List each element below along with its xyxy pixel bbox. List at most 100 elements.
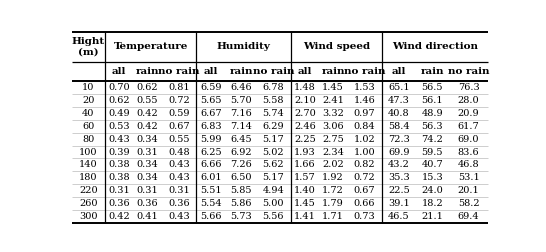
Text: 35.3: 35.3 (388, 173, 410, 182)
Text: 47.3: 47.3 (388, 96, 410, 105)
Text: 58.4: 58.4 (388, 122, 410, 131)
Text: 0.59: 0.59 (168, 109, 189, 118)
Text: 69.9: 69.9 (388, 147, 410, 156)
Text: 56.3: 56.3 (422, 122, 443, 131)
Text: no rain: no rain (344, 67, 385, 76)
Text: 0.31: 0.31 (136, 186, 158, 195)
Text: 0.82: 0.82 (354, 160, 376, 169)
Text: 59.5: 59.5 (422, 147, 443, 156)
Text: 0.72: 0.72 (168, 96, 189, 105)
Text: 1.79: 1.79 (322, 199, 344, 208)
Text: 61.7: 61.7 (458, 122, 479, 131)
Text: 1.66: 1.66 (294, 160, 316, 169)
Text: 0.43: 0.43 (108, 135, 130, 144)
Text: 22.5: 22.5 (388, 186, 410, 195)
Text: 5.51: 5.51 (200, 186, 222, 195)
Text: 40.7: 40.7 (422, 160, 443, 169)
Text: 6.66: 6.66 (200, 160, 222, 169)
Text: 72.3: 72.3 (388, 135, 410, 144)
Text: 2.70: 2.70 (294, 109, 316, 118)
Text: 3.32: 3.32 (322, 109, 344, 118)
Text: 0.70: 0.70 (108, 83, 130, 92)
Text: 0.36: 0.36 (168, 199, 189, 208)
Text: 2.25: 2.25 (294, 135, 316, 144)
Text: 180: 180 (79, 173, 98, 182)
Text: all: all (298, 67, 312, 76)
Text: no rain: no rain (448, 67, 489, 76)
Text: 1.00: 1.00 (354, 147, 376, 156)
Text: Wind direction: Wind direction (392, 42, 478, 51)
Text: rain: rain (135, 67, 159, 76)
Text: 5.74: 5.74 (263, 109, 284, 118)
Text: all: all (112, 67, 126, 76)
Text: 21.1: 21.1 (422, 212, 443, 221)
Text: 1.53: 1.53 (354, 83, 376, 92)
Text: 6.45: 6.45 (230, 135, 252, 144)
Text: rain: rain (229, 67, 253, 76)
Text: Wind speed: Wind speed (303, 42, 370, 51)
Text: 0.81: 0.81 (168, 83, 189, 92)
Text: 7.26: 7.26 (230, 160, 252, 169)
Text: 46.5: 46.5 (388, 212, 410, 221)
Text: 7.16: 7.16 (230, 109, 252, 118)
Text: 220: 220 (79, 186, 98, 195)
Text: 1.45: 1.45 (294, 199, 316, 208)
Text: 6.50: 6.50 (230, 173, 252, 182)
Text: 6.92: 6.92 (230, 147, 252, 156)
Text: 39.1: 39.1 (388, 199, 410, 208)
Text: 0.67: 0.67 (168, 122, 189, 131)
Text: 20.9: 20.9 (458, 109, 479, 118)
Text: 5.56: 5.56 (263, 212, 284, 221)
Text: no rain: no rain (158, 67, 200, 76)
Text: Temperature: Temperature (114, 42, 188, 51)
Text: all: all (204, 67, 218, 76)
Text: 1.41: 1.41 (294, 212, 316, 221)
Text: 0.43: 0.43 (168, 160, 189, 169)
Text: 5.73: 5.73 (230, 212, 252, 221)
Text: 1.72: 1.72 (322, 186, 344, 195)
Text: 300: 300 (79, 212, 98, 221)
Text: 0.31: 0.31 (168, 186, 189, 195)
Text: 0.43: 0.43 (168, 212, 189, 221)
Text: 5.17: 5.17 (263, 173, 284, 182)
Text: 0.34: 0.34 (136, 135, 158, 144)
Text: 2.34: 2.34 (322, 147, 344, 156)
Text: 4.94: 4.94 (263, 186, 284, 195)
Text: rain: rain (420, 67, 444, 76)
Text: 1.02: 1.02 (354, 135, 376, 144)
Text: 0.72: 0.72 (354, 173, 376, 182)
Text: 10: 10 (82, 83, 94, 92)
Text: 0.48: 0.48 (168, 147, 189, 156)
Text: 6.67: 6.67 (200, 109, 222, 118)
Text: 69.4: 69.4 (458, 212, 479, 221)
Text: 5.17: 5.17 (263, 135, 284, 144)
Text: 1.45: 1.45 (322, 83, 344, 92)
Text: 5.00: 5.00 (263, 199, 284, 208)
Text: Humidity: Humidity (217, 42, 271, 51)
Text: 1.40: 1.40 (294, 186, 316, 195)
Text: 0.31: 0.31 (136, 147, 158, 156)
Text: 0.31: 0.31 (108, 186, 130, 195)
Text: 48.9: 48.9 (422, 109, 443, 118)
Text: 24.0: 24.0 (422, 186, 443, 195)
Text: 0.42: 0.42 (136, 109, 158, 118)
Text: 0.39: 0.39 (108, 147, 130, 156)
Text: 0.42: 0.42 (136, 122, 158, 131)
Text: 6.46: 6.46 (230, 83, 252, 92)
Text: 5.66: 5.66 (200, 212, 222, 221)
Text: 2.02: 2.02 (322, 160, 344, 169)
Text: 5.99: 5.99 (200, 135, 222, 144)
Text: 40: 40 (82, 109, 94, 118)
Text: 1.46: 1.46 (354, 96, 376, 105)
Text: 20: 20 (82, 96, 94, 105)
Text: 100: 100 (79, 147, 98, 156)
Text: 0.43: 0.43 (168, 173, 189, 182)
Text: no rain: no rain (253, 67, 294, 76)
Text: 5.58: 5.58 (263, 96, 284, 105)
Text: 3.06: 3.06 (322, 122, 344, 131)
Text: 5.02: 5.02 (263, 147, 284, 156)
Text: rain: rain (321, 67, 345, 76)
Text: 0.36: 0.36 (108, 199, 130, 208)
Text: 2.10: 2.10 (294, 96, 316, 105)
Text: 1.71: 1.71 (322, 212, 344, 221)
